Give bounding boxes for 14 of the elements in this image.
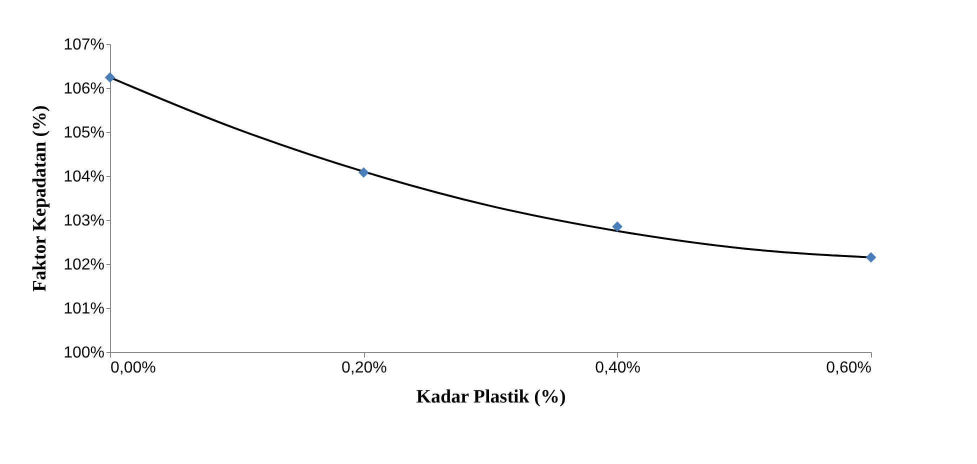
y-tick-label: 100%: [64, 344, 104, 362]
y-tick-label: 104%: [64, 168, 104, 186]
y-tick-label: 102%: [64, 256, 104, 274]
x-tick-label: 0,00%: [110, 360, 156, 376]
x-axis-title: Kadar Plastik (%): [416, 386, 566, 408]
y-axis-title: Faktor Kepadatan (%): [30, 105, 51, 292]
x-tick-label: 0,40%: [595, 360, 641, 376]
y-tick-label: 107%: [64, 36, 104, 54]
y-tick-label: 105%: [64, 124, 104, 142]
y-tick-label: 106%: [64, 80, 104, 98]
y-tick-label: 103%: [64, 212, 104, 230]
y-tick-label: 101%: [64, 300, 104, 318]
x-tick-label: 0,60%: [826, 360, 872, 376]
x-tick-label: 0,20%: [341, 360, 387, 376]
